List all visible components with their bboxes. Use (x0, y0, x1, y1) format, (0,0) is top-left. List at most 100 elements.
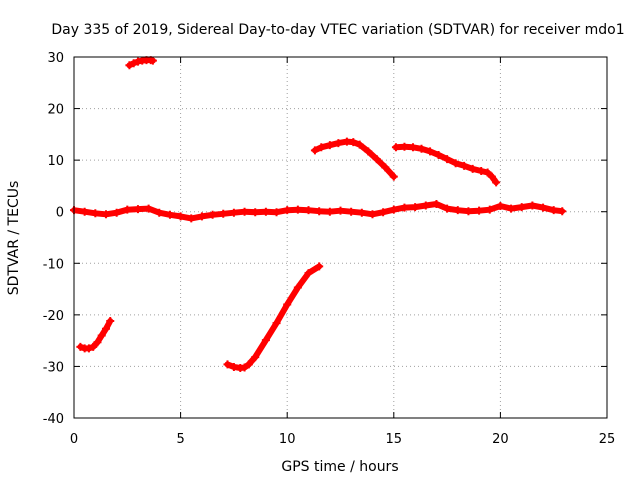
data-point (528, 201, 537, 210)
data-point (101, 324, 110, 333)
data-point (240, 363, 249, 372)
data-point (244, 360, 253, 369)
y-tick-label: 20 (47, 103, 64, 118)
data-point (155, 208, 164, 217)
data-point (129, 59, 138, 68)
y-tick-label: 10 (47, 154, 64, 169)
data-point (293, 205, 302, 214)
data-point (408, 143, 417, 152)
x-axis-label: GPS time / hours (281, 459, 398, 475)
data-point (133, 205, 142, 214)
x-tick-label: 25 (599, 432, 616, 447)
data-point (539, 203, 548, 212)
x-tick-label: 20 (492, 432, 509, 447)
data-point (240, 207, 249, 216)
data-point (549, 206, 558, 215)
series-arc-right (392, 143, 500, 186)
data-point (421, 201, 430, 210)
data-point (84, 344, 93, 353)
data-point (334, 139, 343, 148)
data-point (304, 206, 313, 215)
data-point (310, 146, 319, 155)
data-point (355, 140, 364, 149)
data-point (468, 164, 477, 173)
data-point (417, 144, 426, 153)
data-point (283, 206, 292, 215)
data-point (91, 209, 100, 218)
data-point (400, 142, 409, 151)
data-point (411, 203, 420, 212)
data-point (357, 208, 366, 217)
data-point (443, 204, 452, 213)
data-point (451, 159, 460, 168)
data-point (475, 206, 484, 215)
data-point (483, 168, 492, 177)
data-point (76, 342, 85, 351)
y-tick-label: 30 (47, 51, 64, 66)
data-point (272, 319, 281, 328)
data-point (477, 166, 486, 175)
y-tick-label: 0 (56, 206, 64, 221)
data-point (219, 209, 228, 218)
data-point (460, 161, 469, 170)
x-tick-label: 10 (279, 432, 296, 447)
data-point (389, 205, 398, 214)
chart-title: Day 335 of 2019, Sidereal Day-to-day VTE… (51, 22, 624, 38)
axis-ticks: 0 5 10 15 20 25 -40 -30 -20 -10 0 10 20 30 (43, 51, 616, 447)
grid (74, 57, 607, 418)
data-point (261, 336, 270, 345)
data-point (347, 207, 356, 216)
x-tick-label: 15 (386, 432, 403, 447)
data-point (304, 269, 313, 278)
data-point (372, 155, 381, 164)
data-point (293, 283, 302, 292)
data-point (496, 202, 505, 211)
data-point (368, 210, 377, 219)
data-point (379, 208, 388, 217)
data-point (558, 207, 567, 216)
data-point (101, 210, 110, 219)
data-point (80, 207, 89, 216)
data-point (283, 300, 292, 309)
data-point (464, 207, 473, 216)
data-point (364, 147, 373, 156)
data-point (517, 203, 526, 212)
data-point (315, 262, 324, 271)
y-axis-label: SDTVAR / TECUs (6, 181, 22, 296)
data-point (485, 205, 494, 214)
data-point (453, 206, 462, 215)
series-arc-rising (224, 263, 323, 371)
data-point (336, 206, 345, 215)
data-point (349, 138, 358, 147)
data-point (176, 212, 185, 221)
series-arc-mid (311, 138, 397, 180)
data-point (487, 172, 496, 181)
data-point (251, 208, 260, 217)
data-point (125, 61, 134, 70)
y-tick-label: -20 (43, 309, 64, 324)
data-point (325, 207, 334, 216)
data-point (208, 210, 217, 219)
data-point (144, 204, 153, 213)
data-point (317, 143, 326, 152)
data-point (381, 163, 390, 172)
plot-frame (73, 56, 608, 419)
data-point (426, 147, 435, 156)
data-point (112, 208, 121, 217)
data-point (187, 214, 196, 223)
data-point (148, 56, 157, 65)
data-point (391, 143, 400, 152)
data-series (70, 56, 567, 372)
data-point (492, 178, 501, 187)
data-point (443, 155, 452, 164)
data-point (89, 342, 98, 351)
y-tick-label: -40 (43, 412, 64, 427)
data-point (229, 208, 238, 217)
data-point (165, 210, 174, 219)
data-point (272, 208, 281, 217)
y-tick-label: -10 (43, 257, 64, 272)
data-point (97, 331, 106, 340)
x-tick-label: 0 (70, 432, 78, 447)
data-point (315, 207, 324, 216)
